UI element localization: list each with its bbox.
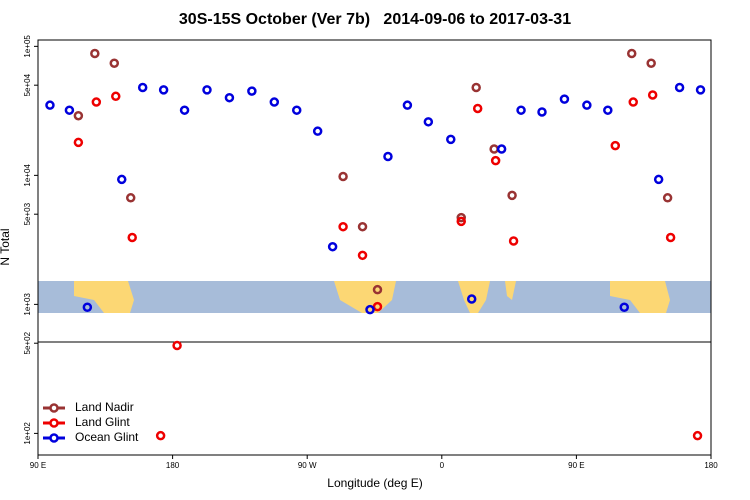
point [312, 126, 323, 136]
point [73, 110, 84, 121]
point [653, 174, 664, 185]
x-tick-label: 90 E [568, 461, 584, 470]
point [537, 107, 547, 117]
point [456, 216, 466, 227]
point [508, 236, 519, 246]
plot-frame [37, 39, 712, 456]
point [202, 85, 212, 95]
point [647, 90, 658, 100]
point [692, 430, 703, 441]
y-tick-label: 1e+02 [23, 422, 32, 445]
point [91, 97, 102, 107]
point [372, 301, 383, 312]
point [109, 58, 120, 68]
point [155, 430, 166, 441]
legend-marker [49, 433, 59, 443]
point [446, 134, 456, 145]
point [158, 85, 169, 95]
point [471, 82, 481, 93]
point [372, 284, 383, 295]
x-tick-label: 90 E [30, 461, 46, 470]
point [125, 193, 136, 203]
x-tick-label: 0 [440, 461, 445, 470]
x-tick-label: 180 [166, 461, 180, 470]
legend-marker [49, 418, 59, 428]
point [117, 174, 127, 185]
point [674, 82, 685, 93]
point [516, 105, 526, 115]
y-tick-label: 1e+05 [23, 35, 32, 58]
point [489, 144, 499, 154]
x-tick-label: 90 W [298, 461, 317, 470]
point [90, 48, 100, 59]
point [338, 221, 348, 232]
point [247, 86, 257, 96]
land [610, 281, 670, 313]
point [610, 140, 621, 151]
point [423, 117, 434, 127]
point [490, 155, 501, 166]
point [496, 144, 507, 154]
point [111, 91, 121, 102]
x-tick-label: 180 [704, 461, 718, 470]
point [662, 193, 673, 203]
point [665, 232, 676, 243]
point [357, 221, 368, 232]
point [472, 103, 483, 114]
legend-label: Land Glint [75, 415, 130, 429]
point [73, 137, 84, 148]
point [45, 100, 55, 110]
y-tick-label: 5e+04 [23, 73, 32, 96]
point [507, 190, 517, 201]
chart-title: 30S-15S October (Ver 7b) 2014-09-06 to 2… [179, 11, 571, 28]
y-tick-label: 1e+04 [23, 164, 32, 187]
point [137, 82, 148, 93]
point [628, 97, 638, 107]
y-tick-label: 5e+02 [23, 331, 32, 354]
point [291, 105, 302, 115]
point [127, 232, 137, 243]
point [456, 212, 466, 223]
point [646, 58, 656, 68]
x-axis-label: Longitude (deg E) [327, 476, 422, 490]
point [582, 100, 592, 110]
point [603, 105, 613, 115]
point [559, 94, 570, 104]
legend-label: Ocean Glint [75, 430, 139, 444]
point [64, 105, 75, 115]
y-axis-label: N Total [0, 228, 12, 265]
point [466, 294, 477, 304]
y-tick-label: 5e+03 [23, 202, 32, 225]
point [338, 171, 348, 182]
land [74, 281, 134, 313]
legend-marker [49, 403, 59, 413]
point [695, 85, 706, 95]
y-tick-label: 1e+03 [23, 293, 32, 316]
point [179, 105, 190, 115]
point [327, 241, 338, 252]
point [619, 302, 630, 313]
point [626, 48, 637, 59]
point [224, 92, 235, 103]
point [82, 302, 93, 313]
point [383, 151, 393, 162]
point [172, 340, 182, 351]
point [402, 100, 413, 110]
point [269, 97, 280, 107]
point [357, 250, 368, 261]
land [505, 281, 516, 300]
point [365, 304, 375, 315]
legend-label: Land Nadir [75, 400, 134, 414]
